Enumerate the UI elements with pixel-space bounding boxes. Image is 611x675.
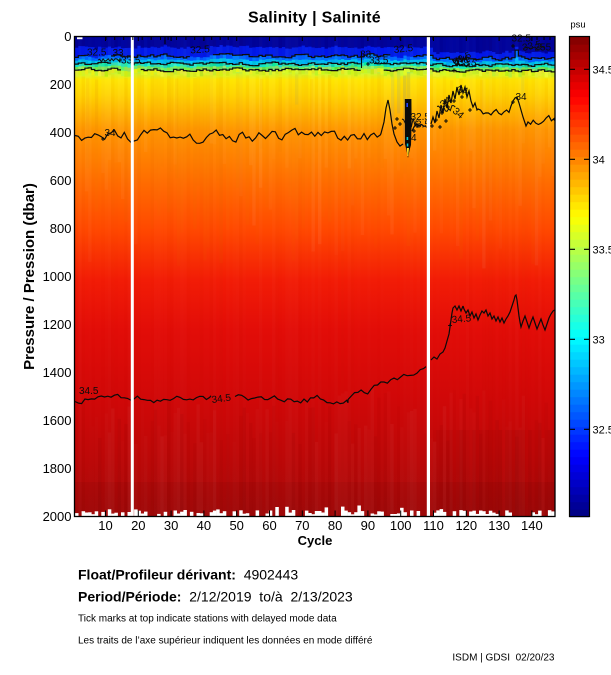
svg-text:120: 120 xyxy=(455,518,477,533)
svg-text:Float/Profileur dérivant: 490: Float/Profileur dérivant: 4902443 xyxy=(78,567,298,583)
svg-text:34.5: 34.5 xyxy=(211,393,232,406)
svg-text:34.5: 34.5 xyxy=(79,386,99,397)
svg-text:4: 4 xyxy=(411,133,417,144)
svg-text:20: 20 xyxy=(131,518,145,533)
svg-text:32.5: 32.5 xyxy=(593,424,611,436)
svg-text:130: 130 xyxy=(488,518,510,533)
svg-text:34: 34 xyxy=(593,154,605,166)
svg-text:Salinity | Salinité: Salinity | Salinité xyxy=(248,10,381,27)
svg-text:33: 33 xyxy=(360,50,372,61)
svg-text:Les traits de l’axe supérieur: Les traits de l’axe supérieur indiquent … xyxy=(78,636,373,647)
svg-text:34: 34 xyxy=(516,92,528,103)
svg-text:33.5: 33.5 xyxy=(369,56,389,67)
svg-text:33.5: 33.5 xyxy=(593,244,611,256)
svg-text:33.5: 33.5 xyxy=(521,39,543,54)
svg-text:ISDM | GDSI 02/20/23: ISDM | GDSI 02/20/23 xyxy=(452,653,555,664)
svg-text:50: 50 xyxy=(229,518,243,533)
svg-text:34.5: 34.5 xyxy=(593,64,611,76)
svg-text:psu: psu xyxy=(570,20,585,31)
svg-text:110: 110 xyxy=(423,518,444,533)
svg-text:1200: 1200 xyxy=(43,317,72,332)
svg-text:34: 34 xyxy=(105,128,117,139)
svg-text:32.5: 32.5 xyxy=(512,34,532,45)
svg-text:Tick marks at top indicate sta: Tick marks at top indicate stations with… xyxy=(78,614,337,625)
svg-text:100: 100 xyxy=(390,518,412,533)
svg-text:3.5: 3.5 xyxy=(462,54,478,69)
svg-text:30: 30 xyxy=(164,518,178,533)
svg-text:2000: 2000 xyxy=(43,509,72,524)
svg-text:Cycle: Cycle xyxy=(298,533,333,548)
svg-text:80: 80 xyxy=(328,518,342,533)
svg-text:32.5: 32.5 xyxy=(393,43,414,56)
svg-text:140: 140 xyxy=(521,518,543,533)
svg-text:1400: 1400 xyxy=(43,365,72,380)
svg-text:0: 0 xyxy=(64,29,71,44)
svg-text:32.5: 32.5 xyxy=(190,44,211,56)
svg-text:10: 10 xyxy=(98,518,112,533)
svg-text:200: 200 xyxy=(50,77,72,92)
svg-text:34: 34 xyxy=(456,85,470,98)
svg-text:33: 33 xyxy=(113,48,125,59)
svg-text:90: 90 xyxy=(361,518,375,533)
svg-text:1800: 1800 xyxy=(43,461,72,476)
svg-text:400: 400 xyxy=(50,125,72,140)
svg-text:Pressure / Pression (dbar): Pressure / Pression (dbar) xyxy=(21,183,38,370)
svg-text:32.5: 32.5 xyxy=(87,48,107,59)
svg-text:600: 600 xyxy=(50,173,72,188)
svg-text:60: 60 xyxy=(262,518,276,533)
svg-text:32.5: 32.5 xyxy=(411,112,431,123)
svg-text:3.5: 3.5 xyxy=(416,120,430,131)
svg-text:255: 255 xyxy=(535,43,552,54)
svg-text:1600: 1600 xyxy=(43,413,72,428)
svg-text:800: 800 xyxy=(50,221,72,236)
svg-text:1000: 1000 xyxy=(43,269,72,284)
svg-text:33: 33 xyxy=(593,334,605,346)
svg-text:40: 40 xyxy=(197,518,211,533)
svg-text:34.5: 34.5 xyxy=(451,313,472,326)
svg-text:70: 70 xyxy=(295,518,309,533)
svg-text:Period/Période: 2/12/2019 to: Period/Période: 2/12/2019 to/à 2/13/2023 xyxy=(78,589,353,605)
